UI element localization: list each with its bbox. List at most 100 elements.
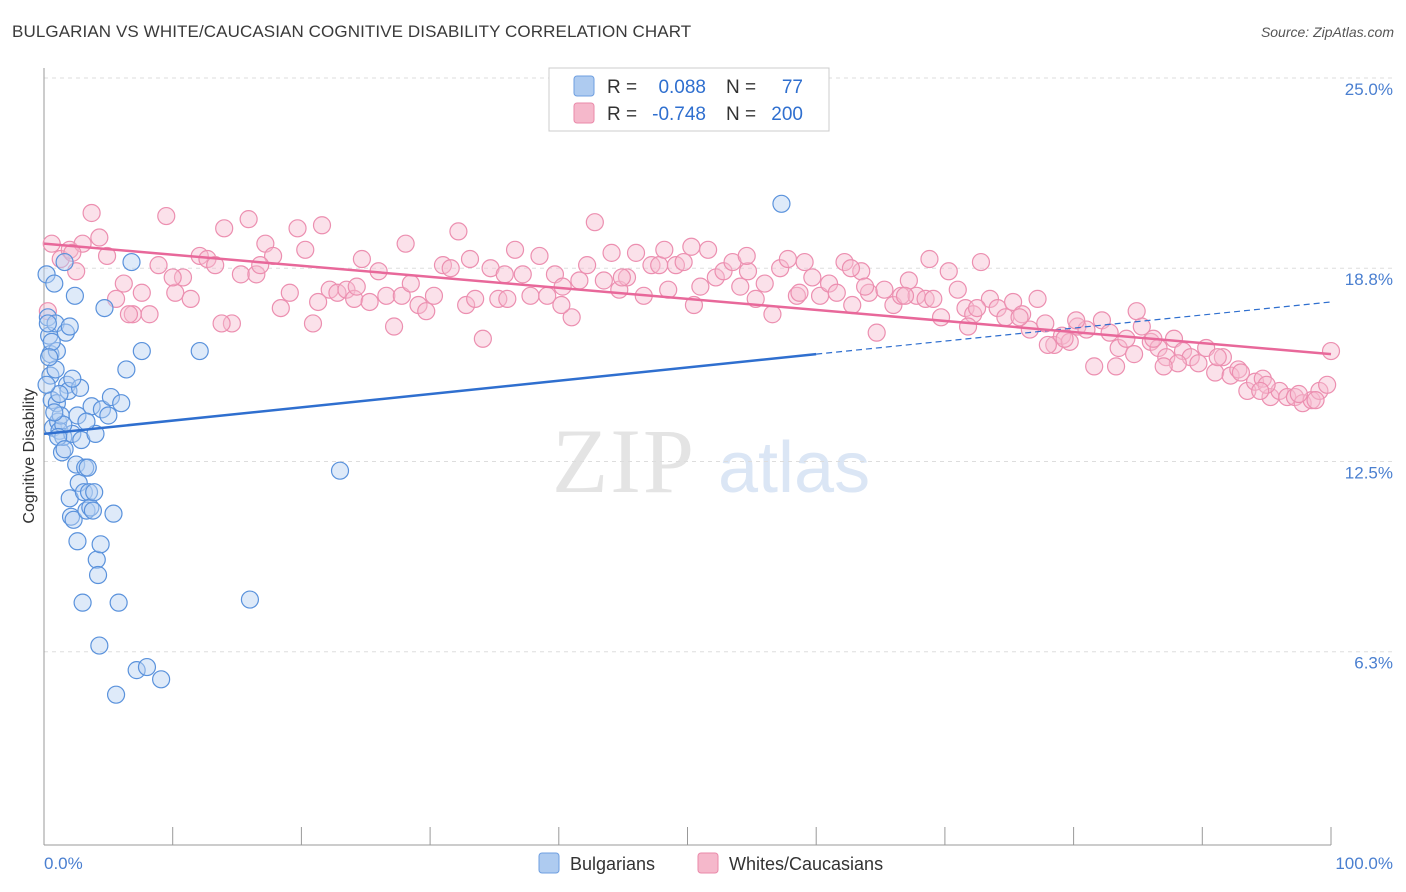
bulgarians-point (87, 550, 106, 569)
bulgarians-point (190, 341, 209, 361)
whites-caucasians-point (97, 246, 117, 266)
whites-caucasians-point (642, 256, 661, 275)
whites-caucasians-point (827, 283, 846, 302)
whites-caucasians-point (790, 283, 809, 302)
bulgarians-point (88, 565, 108, 585)
y-tick-label: 12.5% (1345, 464, 1393, 483)
x-axis-ticks (43, 827, 1332, 845)
bulgarians-point (90, 636, 109, 655)
y-tick-label: 18.8% (1345, 270, 1393, 289)
whites-caucasians-point (819, 274, 839, 293)
whites-caucasians-point (460, 249, 480, 269)
whites-caucasians-point (1124, 345, 1144, 364)
whites-caucasians-point (396, 234, 415, 253)
bulgarians-point (81, 498, 100, 517)
whites-caucasians-point (803, 268, 822, 287)
whites-caucasians-point (473, 329, 492, 348)
whites-caucasians-point (682, 237, 701, 256)
whites-caucasians-point (466, 289, 485, 308)
whites-caucasians-point (867, 323, 886, 342)
whites-caucasians-point (505, 240, 525, 259)
whites-caucasians-point (1127, 302, 1146, 321)
bulgarians-point (117, 360, 136, 379)
bulgarians-point (109, 593, 128, 612)
whites-caucasians-point (424, 286, 444, 305)
whites-caucasians-point (948, 280, 967, 299)
bulgarians-trend-extension (816, 301, 1332, 355)
whites-caucasians-point (939, 262, 958, 281)
bulgarians-point (330, 461, 350, 480)
bulgarians-point (64, 510, 83, 529)
whites-caucasians-point (958, 317, 978, 336)
x-tick-label-min: 0.0% (44, 854, 83, 873)
legend-r-label-2: R = (607, 104, 637, 125)
whites-caucasians-point (795, 252, 814, 272)
legend-swatch-bulgarians (573, 75, 595, 97)
whites-caucasians-point (1289, 384, 1308, 404)
whites-caucasians-point (731, 277, 750, 296)
whites-caucasians-point (1229, 360, 1248, 379)
bulgarians-point (55, 440, 74, 459)
whites-caucasians-point (562, 308, 581, 327)
whites-caucasians-point (1117, 329, 1136, 348)
whites-caucasians-point (1109, 338, 1128, 358)
whites-caucasians-point (988, 299, 1007, 318)
whites-caucasians-point (1168, 354, 1187, 373)
bulgarians-point (127, 661, 146, 680)
whites-caucasians-point (119, 305, 139, 324)
whites-caucasians-point (449, 222, 468, 241)
whites-caucasians-point (967, 299, 987, 318)
trend-lines (43, 242, 1332, 436)
whites-caucasians-point (495, 265, 514, 284)
whites-caucasians-point (166, 283, 185, 302)
whites-caucasians-point (626, 243, 646, 262)
whites-caucasians-point (875, 280, 894, 299)
whites-caucasians-point (140, 305, 159, 324)
whites-caucasians-point (698, 240, 718, 259)
whites-caucasians-point (552, 295, 571, 315)
whites-caucasians-point (222, 314, 242, 333)
bulgarians-points (37, 194, 791, 704)
bulgarians-point (78, 458, 97, 477)
whites-caucasians-point (173, 268, 193, 287)
whites-caucasians-point (971, 252, 991, 272)
whites-caucasians-point (920, 249, 939, 269)
bulgarians-point (40, 348, 59, 367)
bulgarians-point (61, 507, 81, 526)
chart-title: BULGARIAN VS WHITE/CAUCASIAN COGNITIVE D… (12, 22, 692, 41)
bulgarians-point (772, 194, 791, 213)
legend-r-value-2: -0.748 (652, 104, 706, 125)
legend-r-value-1: 0.088 (658, 77, 706, 98)
bulgarians-trend-line (43, 352, 817, 436)
legend-n-value-2: 200 (771, 104, 803, 125)
whites-caucasians-point (1045, 335, 1064, 355)
whites-caucasians-point (674, 252, 693, 272)
whites-caucasians-point (114, 274, 133, 293)
legend-n-label-2: N = (726, 104, 756, 125)
whites-caucasians-point (843, 295, 862, 315)
whites-caucasians-point (892, 286, 911, 305)
whites-caucasians-point (737, 246, 756, 266)
whites-caucasians-point (1321, 341, 1341, 361)
whites-caucasians-point (296, 240, 315, 259)
whites-caucasians-point (392, 286, 411, 305)
whites-caucasians-point (337, 280, 356, 299)
whites-caucasians-point (401, 274, 420, 293)
bulgarians-point (95, 299, 114, 318)
whites-caucasians-point (1038, 335, 1057, 355)
bulgarians-point (63, 369, 82, 388)
whites-caucasians-point (1206, 363, 1225, 382)
bulgarians-point (68, 532, 87, 551)
whites-caucasians-point (530, 246, 549, 266)
whites-caucasians-point (856, 277, 875, 296)
legend-r-label-1: R = (607, 77, 637, 98)
whites-caucasians-point (149, 256, 168, 275)
whites-caucasians-point (377, 286, 396, 305)
whites-caucasians-point (1085, 357, 1104, 376)
bottom-legend-swatch-bulgarians (538, 852, 560, 874)
bulgarians-point (38, 314, 57, 333)
whites-caucasians-point (617, 268, 637, 287)
bottom-legend-label-whites: Whites/Caucasians (729, 854, 883, 874)
bulgarians-point (46, 314, 65, 333)
bulgarians-point (52, 443, 72, 462)
